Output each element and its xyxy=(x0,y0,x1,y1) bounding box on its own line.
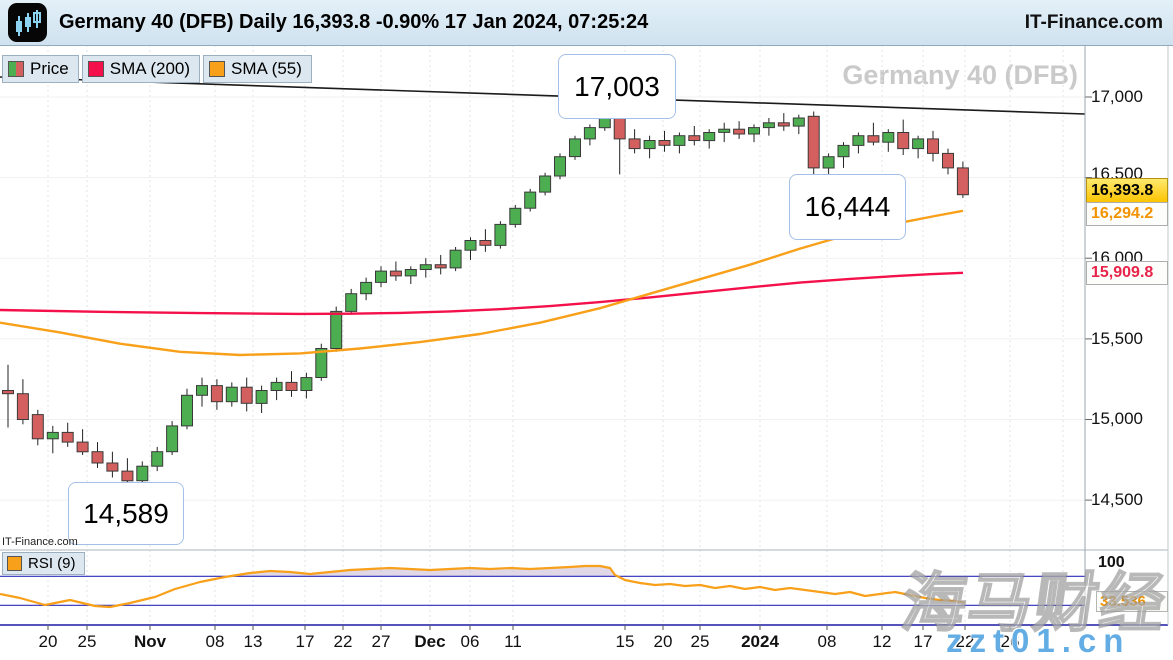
time-axis-label: 08 xyxy=(205,632,225,651)
legend-item-price[interactable]: Price xyxy=(2,55,79,83)
annotation-peak[interactable]: 17,003 xyxy=(558,54,676,119)
candlestick-glyph xyxy=(15,9,41,36)
sma55-swatch-icon xyxy=(209,61,226,77)
time-axis-label: 17 xyxy=(913,632,933,651)
last-price-badge: 16,393.8 xyxy=(1086,178,1168,203)
sma200-value-badge: 15,909.8 xyxy=(1086,261,1168,285)
sma55-value-badge: 16,294.2 xyxy=(1086,202,1168,226)
rsi-legend-item[interactable]: RSI (9) xyxy=(2,552,85,575)
rsi-swatch-icon xyxy=(7,556,22,571)
app-header: Germany 40 (DFB) Daily 16,393.8 -0.90% 1… xyxy=(0,0,1173,46)
rsi-value-badge: 33.536 xyxy=(1096,591,1168,612)
legend-item-sma200[interactable]: SMA (200) xyxy=(81,55,201,83)
time-axis-label: 15 xyxy=(615,632,635,651)
price-axis-label: 15,500 xyxy=(1091,328,1143,348)
rsi-axis-top-label: 100 xyxy=(1098,554,1125,571)
time-axis-label: 22 xyxy=(955,632,975,651)
price-axis-label: 17,000 xyxy=(1091,87,1143,106)
time-axis-label: 20 xyxy=(653,632,673,651)
time-axis-label: 08 xyxy=(817,632,837,651)
instrument-title: Germany 40 (DFB) Daily 16,393.8 -0.90% 1… xyxy=(59,11,649,33)
indicator-legend: Price SMA (200) SMA (55) xyxy=(2,55,312,83)
time-axis-label: 2024 xyxy=(741,632,779,651)
legend-item-sma55[interactable]: SMA (55) xyxy=(203,55,312,83)
time-axis-label: 17 xyxy=(295,632,315,651)
pane-brand-label: IT-Finance.com xyxy=(2,536,78,548)
sma200-swatch-icon xyxy=(87,61,104,77)
annotation-pullback[interactable]: 16,444 xyxy=(789,174,906,240)
time-axis-label: 26 xyxy=(1000,632,1020,651)
time-axis-label: Dec xyxy=(414,632,446,651)
legend-sma55-label: SMA (55) xyxy=(231,59,302,78)
time-axis-label: 27 xyxy=(371,632,391,651)
legend-sma200-label: SMA (200) xyxy=(109,59,191,78)
site-watermark-url: zzt01.cn xyxy=(946,622,1131,659)
time-axis-label: 22 xyxy=(333,632,353,651)
price-swatch-icon xyxy=(8,61,24,77)
time-axis-label: 13 xyxy=(243,632,263,651)
platform-brand: IT-Finance.com xyxy=(1024,11,1163,33)
legend-price-label: Price xyxy=(30,59,69,78)
time-axis-label: Nov xyxy=(133,632,167,651)
price-axis-label: 14,500 xyxy=(1091,490,1143,510)
time-axis-label: 20 xyxy=(38,632,58,651)
time-axis-label: 12 xyxy=(872,632,892,651)
app-logo-candlestick-icon xyxy=(8,3,47,42)
time-axis-label: 06 xyxy=(460,632,480,651)
time-axis-label: 25 xyxy=(77,632,97,651)
annotation-low[interactable]: 14,589 xyxy=(68,482,184,545)
time-axis-label: 25 xyxy=(690,632,710,651)
rsi-legend-label: RSI (9) xyxy=(28,555,76,572)
time-axis-label: 11 xyxy=(504,632,522,651)
price-axis-label: 15,000 xyxy=(1091,409,1143,429)
